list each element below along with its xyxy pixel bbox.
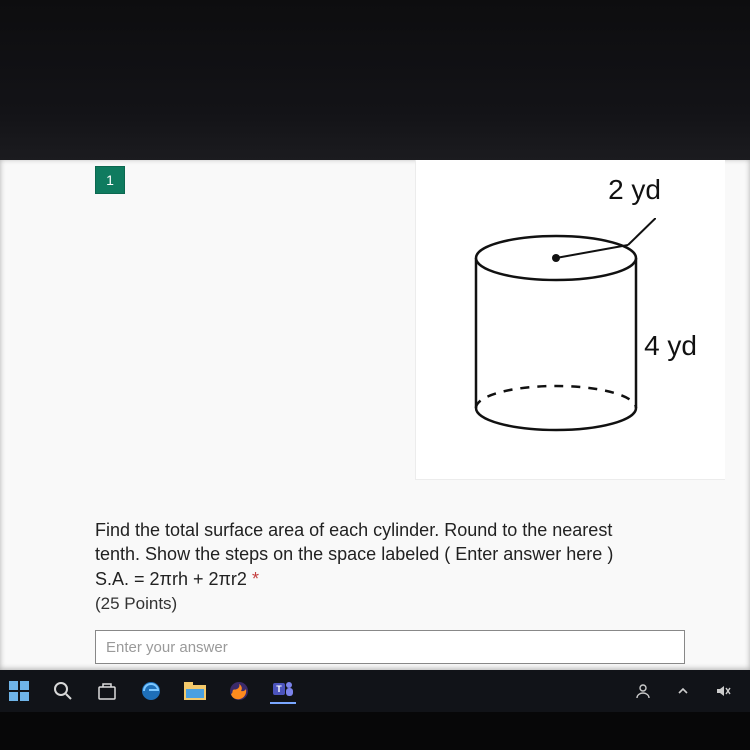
form-content-panel: 1 2 yd 4 yd Find the total surface area … xyxy=(0,160,750,670)
question-number-badge: 1 xyxy=(95,166,125,194)
people-icon[interactable] xyxy=(630,678,656,704)
question-points: (25 Points) xyxy=(95,594,177,613)
answer-placeholder: Enter your answer xyxy=(106,639,228,656)
svg-text:T: T xyxy=(276,684,282,694)
question-formula: S.A. = 2πrh + 2πr2 xyxy=(95,569,247,589)
question-prompt: Find the total surface area of each cyli… xyxy=(95,518,625,616)
system-tray xyxy=(630,678,744,704)
radius-label: 2 yd xyxy=(608,174,661,206)
file-explorer-icon[interactable] xyxy=(182,678,208,704)
taskbar: T xyxy=(0,670,750,712)
answer-input[interactable]: Enter your answer xyxy=(95,630,685,664)
volume-icon[interactable] xyxy=(710,678,736,704)
start-button[interactable] xyxy=(6,678,32,704)
diagram-panel: 2 yd 4 yd xyxy=(415,160,725,480)
edge-icon[interactable] xyxy=(138,678,164,704)
cylinder-diagram xyxy=(456,218,656,458)
required-asterisk: * xyxy=(252,569,259,589)
store-icon[interactable] xyxy=(94,678,120,704)
question-number: 1 xyxy=(106,172,114,188)
question-line1: Find the total surface area of each cyli… xyxy=(95,520,612,540)
teams-icon[interactable]: T xyxy=(270,678,296,704)
firefox-icon[interactable] xyxy=(226,678,252,704)
question-line2: tenth. Show the steps on the space label… xyxy=(95,544,613,564)
search-icon[interactable] xyxy=(50,678,76,704)
tray-chevron-icon[interactable] xyxy=(670,678,696,704)
